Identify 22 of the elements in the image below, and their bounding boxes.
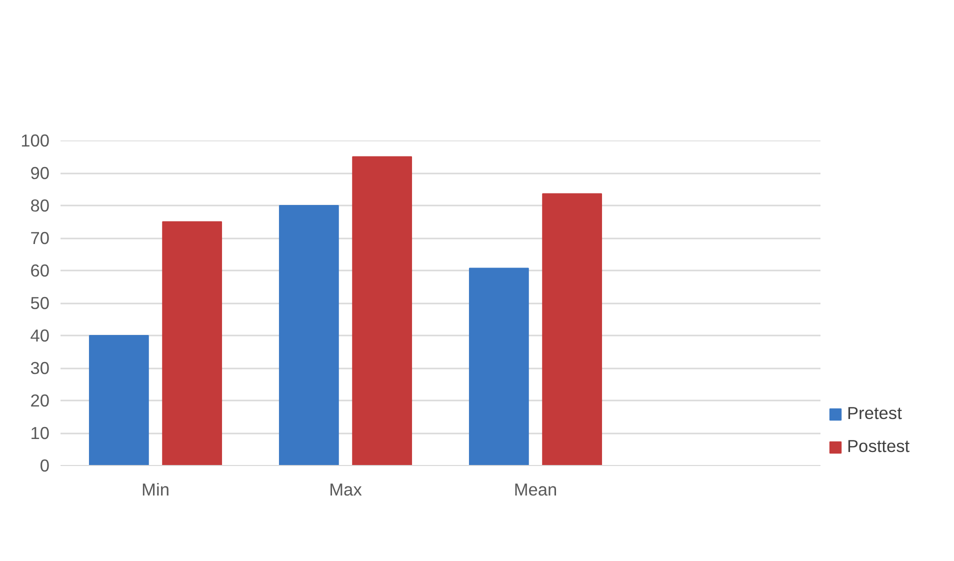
bar <box>162 221 222 466</box>
bar <box>352 156 412 466</box>
legend-label: Posttest <box>847 436 910 457</box>
bar <box>88 335 149 466</box>
y-tick-label: 80 <box>30 196 50 216</box>
x-tick-label: Mean <box>514 480 558 500</box>
y-tick-label: 20 <box>30 390 50 410</box>
legend-label: Pretest <box>847 403 902 424</box>
y-tick-label: 70 <box>30 228 50 248</box>
y-tick-label: 40 <box>30 326 50 346</box>
y-tick-label: 90 <box>30 163 50 183</box>
x-tick-label: Max <box>329 480 362 500</box>
y-tick-label: 50 <box>30 293 50 313</box>
bar <box>542 193 602 466</box>
bar <box>468 268 529 466</box>
bar <box>278 205 339 466</box>
y-tick-label: 10 <box>30 423 50 443</box>
y-tick-label: 30 <box>30 358 50 378</box>
y-tick-label: 100 <box>20 130 50 150</box>
x-tick-label: Min <box>142 480 170 500</box>
y-tick-label: 0 <box>40 456 50 476</box>
y-tick-label: 60 <box>30 260 50 280</box>
